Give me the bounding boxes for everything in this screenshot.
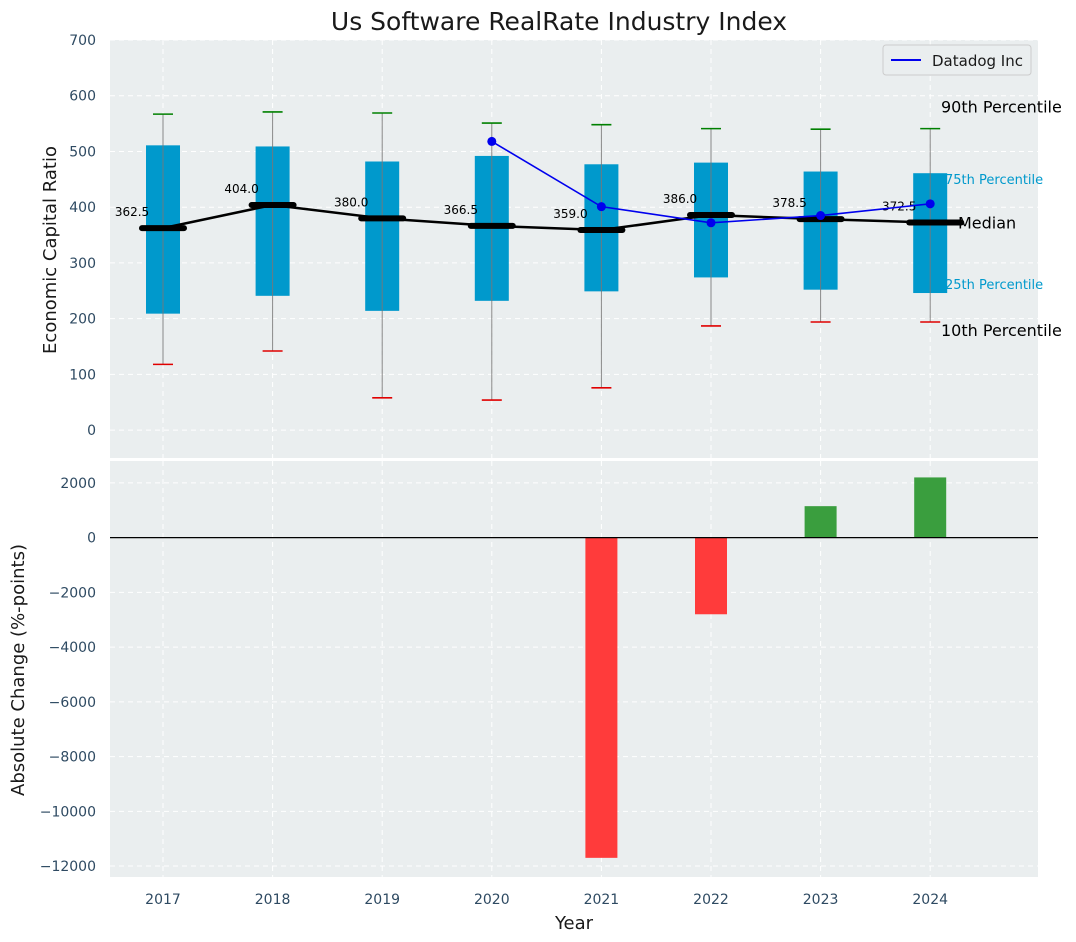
median-value-label: 380.0 <box>334 195 368 209</box>
top-y-tick-label: 200 <box>69 312 96 328</box>
x-tick-label: 2024 <box>912 892 948 908</box>
positive-bar <box>914 477 947 538</box>
top-y-tick-label: 0 <box>87 423 96 439</box>
top-y-tick-label: 500 <box>69 144 96 160</box>
median-value-label: 404.0 <box>224 182 258 196</box>
top-y-tick-label: 100 <box>69 367 96 383</box>
company-point <box>596 202 606 212</box>
bottom-y-axis-label: Absolute Change (%-points) <box>8 544 29 796</box>
x-tick-label: 2020 <box>474 892 510 908</box>
top-y-tick-label: 600 <box>69 89 96 105</box>
legend-entry: Datadog Inc <box>932 52 1023 70</box>
x-tick-label: 2023 <box>803 892 839 908</box>
top-y-tick-label: 300 <box>69 256 96 272</box>
top-plot-background <box>110 40 1038 458</box>
positive-bar <box>804 506 837 538</box>
bottom-y-tick-label: 0 <box>87 531 96 547</box>
bottom-y-ticks: −12000 −10000 −8000 −6000 −4000 −2000 0 2000 <box>40 476 96 875</box>
top-y-axis-label: Economic Capital Ratio <box>40 146 61 354</box>
median-label: Median <box>958 214 1016 233</box>
percentile-labels: 90th Percentile 75th Percentile Median 2… <box>941 98 1062 340</box>
bottom-plot-background <box>110 461 1038 877</box>
legend-box <box>882 44 1032 76</box>
p10-label: 10th Percentile <box>941 321 1062 340</box>
x-tick-label: 2019 <box>364 892 400 908</box>
bottom-y-tick-label: −12000 <box>40 859 96 875</box>
negative-bar <box>585 537 618 858</box>
company-point <box>706 218 716 228</box>
bottom-y-tick-label: −6000 <box>49 695 96 711</box>
company-point <box>816 211 826 221</box>
chart-title: Us Software RealRate Industry Index <box>331 7 787 36</box>
top-y-tick-label: 400 <box>69 200 96 216</box>
x-tick-label: 2021 <box>584 892 620 908</box>
company-point <box>487 136 497 146</box>
company-point <box>925 199 935 209</box>
bottom-y-tick-label: 2000 <box>60 476 96 492</box>
x-ticks: 2017 2018 2019 2020 2021 2022 2023 2024 <box>145 892 948 908</box>
top-y-tick-label: 700 <box>69 33 96 49</box>
company-series <box>487 136 935 228</box>
bottom-y-tick-label: −10000 <box>40 804 96 820</box>
bottom-y-tick-label: −2000 <box>49 585 96 601</box>
x-axis-label: Year <box>554 913 594 934</box>
x-tick-label: 2022 <box>693 892 729 908</box>
top-y-ticks: 0 100 200 300 400 500 600 700 <box>69 33 96 439</box>
bottom-panel: −12000 −10000 −8000 −6000 −4000 −2000 0 2000 20… <box>8 461 1038 934</box>
x-tick-label: 2017 <box>145 892 181 908</box>
legend: Datadog Inc <box>882 44 1032 76</box>
p90-label: 90th Percentile <box>941 98 1062 117</box>
p75-label: 75th Percentile <box>945 173 1043 188</box>
p25-label: 25th Percentile <box>945 278 1043 293</box>
change-bars <box>585 477 947 858</box>
x-tick-label: 2018 <box>255 892 291 908</box>
bottom-y-tick-label: −8000 <box>49 750 96 766</box>
median-value-label: 378.5 <box>772 196 806 210</box>
median-value-label: 362.5 <box>115 205 149 219</box>
median-value-label: 366.5 <box>444 203 478 217</box>
negative-bar <box>695 537 727 615</box>
top-panel: 0 100 200 300 400 500 600 700 Economic Capital … <box>40 33 1062 458</box>
median-value-label: 386.0 <box>663 192 697 206</box>
bottom-y-tick-label: −4000 <box>49 640 96 656</box>
median-value-label: 359.0 <box>553 207 587 221</box>
